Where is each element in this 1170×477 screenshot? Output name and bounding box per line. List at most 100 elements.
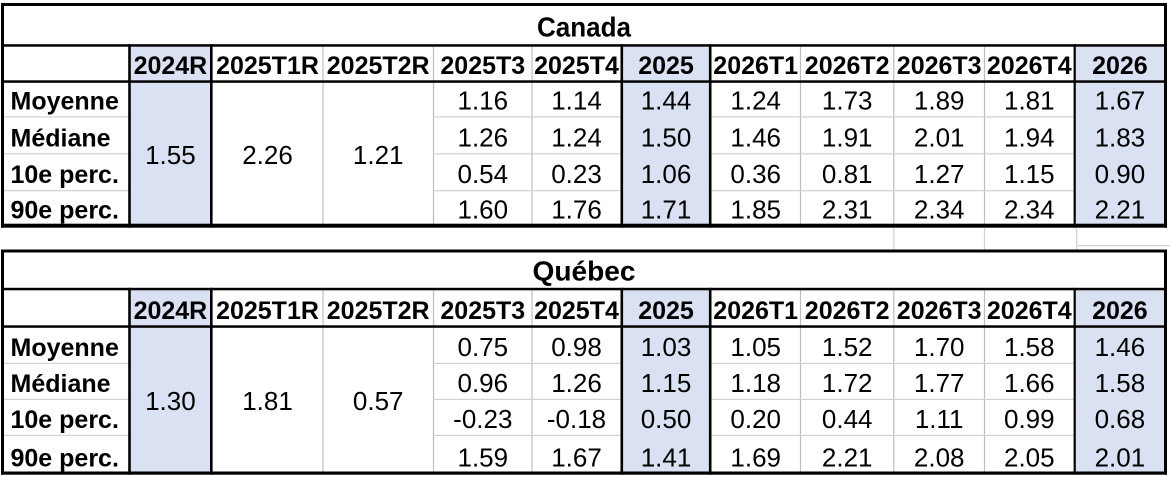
svg-text:2.21: 2.21 [1095,195,1146,225]
svg-text:Québec: Québec [533,255,636,286]
svg-text:1.05: 1.05 [730,332,781,362]
svg-text:2026T1: 2026T1 [713,52,798,80]
svg-text:1.06: 1.06 [641,159,692,189]
svg-text:2.21: 2.21 [822,442,873,472]
svg-text:0.57: 0.57 [353,386,404,416]
svg-text:1.71: 1.71 [641,195,692,225]
svg-text:1.26: 1.26 [457,122,508,152]
svg-text:1.66: 1.66 [1004,368,1055,398]
svg-text:2025T3: 2025T3 [440,297,525,325]
svg-text:0.75: 0.75 [457,332,508,362]
svg-text:1.18: 1.18 [730,368,781,398]
svg-text:2025T1R: 2025T1R [216,297,319,325]
svg-text:1.60: 1.60 [457,195,508,225]
svg-text:1.81: 1.81 [242,386,293,416]
svg-text:0.54: 0.54 [457,159,508,189]
svg-text:-0.18: -0.18 [547,404,606,434]
svg-text:1.81: 1.81 [1004,85,1055,115]
svg-text:1.16: 1.16 [457,85,508,115]
svg-text:10e perc.: 10e perc. [11,161,119,189]
svg-text:1.24: 1.24 [551,122,602,152]
svg-text:10e perc.: 10e perc. [11,406,119,434]
svg-text:1.58: 1.58 [1095,368,1146,398]
svg-text:2025: 2025 [638,297,694,325]
svg-text:0.96: 0.96 [457,368,508,398]
svg-text:0.81: 0.81 [822,159,873,189]
svg-text:0.50: 0.50 [641,404,692,434]
svg-text:2026T3: 2026T3 [897,52,982,80]
svg-text:2024R: 2024R [134,297,208,325]
svg-text:1.11: 1.11 [915,404,964,434]
svg-text:2025T4: 2025T4 [534,52,619,80]
svg-text:1.91: 1.91 [822,122,873,152]
svg-text:1.73: 1.73 [822,85,873,115]
svg-text:2025: 2025 [638,52,694,80]
svg-text:1.03: 1.03 [641,332,692,362]
svg-text:2.34: 2.34 [914,195,965,225]
svg-text:2026T2: 2026T2 [805,52,890,80]
svg-text:0.23: 0.23 [551,159,602,189]
svg-text:1.72: 1.72 [822,368,873,398]
svg-text:1.67: 1.67 [1095,85,1146,115]
svg-text:2026: 2026 [1092,297,1148,325]
svg-text:2026T3: 2026T3 [897,297,982,325]
svg-text:2026T1: 2026T1 [713,297,798,325]
svg-text:1.41: 1.41 [641,442,692,472]
svg-text:1.24: 1.24 [730,85,781,115]
svg-text:2.01: 2.01 [914,122,965,152]
svg-text:1.44: 1.44 [641,85,692,115]
svg-text:2.01: 2.01 [1095,442,1146,472]
svg-text:1.70: 1.70 [914,332,965,362]
svg-text:1.52: 1.52 [822,332,873,362]
svg-text:2.26: 2.26 [242,140,293,170]
svg-text:2026T4: 2026T4 [987,297,1072,325]
svg-text:0.36: 0.36 [730,159,781,189]
svg-text:0.90: 0.90 [1095,159,1146,189]
svg-text:1.50: 1.50 [641,122,692,152]
svg-text:0.99: 0.99 [1004,404,1055,434]
svg-text:1.85: 1.85 [730,195,781,225]
svg-text:0.44: 0.44 [822,404,873,434]
svg-text:2024R: 2024R [134,52,208,80]
svg-text:0.68: 0.68 [1095,404,1146,434]
svg-text:1.15: 1.15 [1004,159,1055,189]
svg-text:2026: 2026 [1092,52,1148,80]
svg-text:2025T2R: 2025T2R [327,297,430,325]
svg-text:1.46: 1.46 [1095,332,1146,362]
svg-text:1.76: 1.76 [551,195,602,225]
svg-text:2025T2R: 2025T2R [327,52,430,80]
svg-text:1.14: 1.14 [551,85,602,115]
svg-text:Moyenne: Moyenne [11,334,119,362]
svg-text:Canada: Canada [537,12,631,43]
svg-text:2.08: 2.08 [914,442,965,472]
svg-text:1.58: 1.58 [1004,332,1055,362]
svg-text:1.27: 1.27 [914,159,965,189]
svg-text:1.77: 1.77 [914,368,965,398]
svg-text:1.59: 1.59 [457,442,508,472]
svg-text:Médiane: Médiane [11,370,111,398]
svg-text:0.98: 0.98 [551,332,602,362]
svg-text:1.89: 1.89 [914,85,965,115]
svg-text:2025T4: 2025T4 [534,297,619,325]
svg-text:1.94: 1.94 [1004,122,1055,152]
svg-text:1.21: 1.21 [353,140,404,170]
svg-text:Médiane: Médiane [11,124,111,152]
svg-text:2.05: 2.05 [1004,442,1055,472]
svg-text:Moyenne: Moyenne [11,87,119,115]
svg-text:2026T4: 2026T4 [987,52,1072,80]
svg-text:1.30: 1.30 [145,386,196,416]
svg-text:90e perc.: 90e perc. [11,444,119,472]
svg-text:1.83: 1.83 [1095,122,1146,152]
svg-text:1.46: 1.46 [730,122,781,152]
svg-text:0.20: 0.20 [730,404,781,434]
svg-text:2025T1R: 2025T1R [216,52,319,80]
svg-text:1.26: 1.26 [551,368,602,398]
svg-text:1.55: 1.55 [145,140,196,170]
svg-text:-0.23: -0.23 [453,404,512,434]
svg-text:90e perc.: 90e perc. [11,197,119,225]
svg-text:2.31: 2.31 [822,195,873,225]
svg-text:2.34: 2.34 [1004,195,1055,225]
svg-text:1.67: 1.67 [551,442,602,472]
svg-text:1.15: 1.15 [641,368,692,398]
svg-text:1.69: 1.69 [730,442,781,472]
